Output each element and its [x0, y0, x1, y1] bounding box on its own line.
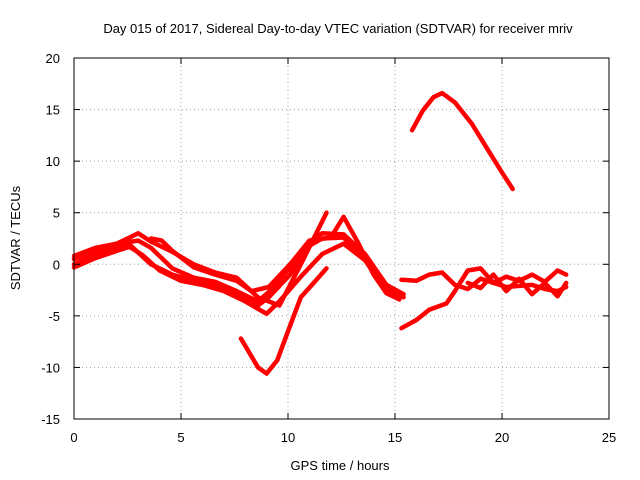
series-track-g: [409, 90, 515, 192]
data-series: [71, 90, 569, 376]
series-track-i: [399, 266, 569, 331]
y-tick-label: 15: [46, 103, 60, 118]
series-track-b: [71, 231, 406, 304]
x-axis-ticks: 0 5 10 15 20 25: [70, 58, 616, 445]
x-tick-label: 20: [495, 430, 509, 445]
y-tick-label: -10: [41, 360, 60, 375]
y-tick-label: -15: [41, 412, 60, 427]
x-axis-label: GPS time / hours: [291, 458, 390, 473]
x-tick-label: 10: [281, 430, 295, 445]
grid-lines: [74, 58, 609, 419]
y-tick-label: -5: [48, 309, 60, 324]
plot-frame: [73, 57, 610, 420]
y-axis-ticks: -15 -10 -5 0 5 10 15 20: [41, 51, 609, 427]
series-track-f: [238, 266, 329, 376]
y-tick-label: 5: [53, 206, 60, 221]
y-tick-label: 0: [53, 257, 60, 272]
series-track-e: [148, 214, 402, 302]
series-track-j: [465, 272, 569, 299]
x-tick-label: 5: [177, 430, 184, 445]
y-tick-label: 20: [46, 51, 60, 66]
series-track-c: [71, 241, 402, 317]
x-tick-label: 15: [388, 430, 402, 445]
series-track-d: [71, 210, 329, 308]
x-tick-label: 25: [602, 430, 616, 445]
x-tick-label: 0: [70, 430, 77, 445]
chart-title: Day 015 of 2017, Sidereal Day-to-day VTE…: [103, 21, 573, 36]
y-axis-label: SDTVAR / TECUs: [8, 185, 23, 290]
y-tick-label: 10: [46, 154, 60, 169]
